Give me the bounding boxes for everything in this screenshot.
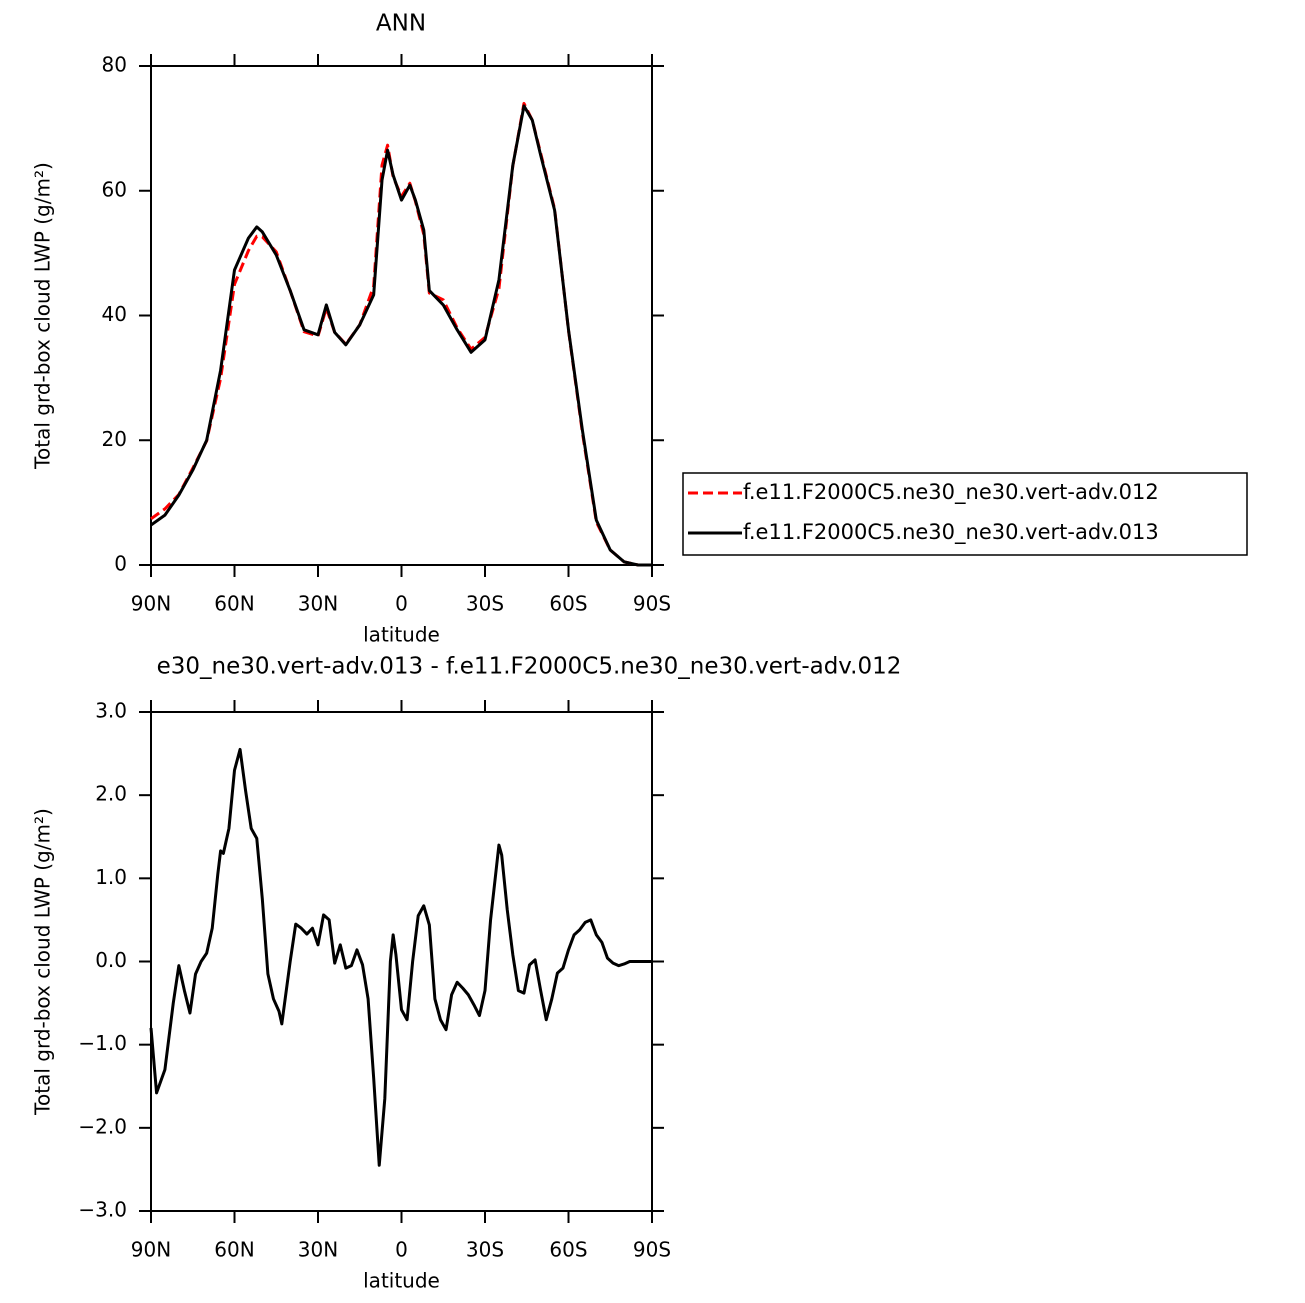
data-line <box>150 104 652 567</box>
x-tick-label: 90S <box>633 592 671 616</box>
x-tick-label: 60N <box>214 1238 254 1262</box>
x-tick-label: 90S <box>633 1238 671 1262</box>
y-axis-label: Total grd-box cloud LWP (g/m²) <box>31 808 55 1116</box>
x-axis-label: latitude <box>363 1269 440 1293</box>
x-tick-label: 30S <box>466 592 504 616</box>
y-tick-label: 0.0 <box>95 948 127 972</box>
x-tick-label: 30N <box>298 1238 338 1262</box>
y-tick-label: 2.0 <box>95 782 127 806</box>
chart-title: e30_ne30.vert-adv.013 - f.e11.F2000C5.ne… <box>157 654 902 680</box>
legend-box <box>682 472 1248 556</box>
data-line <box>149 747 652 1167</box>
y-tick-label: 20 <box>102 427 127 451</box>
x-tick-label: 30N <box>298 592 338 616</box>
legend-label: f.e11.F2000C5.ne30_ne30.vert-adv.012 <box>743 480 1159 505</box>
chart-title: ANN <box>376 11 426 37</box>
x-tick-label: 30S <box>466 1238 504 1262</box>
y-tick-label: 3.0 <box>95 699 127 723</box>
x-tick-label: 90N <box>131 592 171 616</box>
y-tick-label: −2.0 <box>78 1114 127 1138</box>
plot-frame <box>150 65 653 566</box>
x-tick-label: 0 <box>395 1238 408 1262</box>
y-tick-label: −3.0 <box>78 1198 127 1222</box>
y-tick-label: 0 <box>114 552 127 576</box>
y-tick-label: 60 <box>102 177 127 201</box>
y-axis-label: Total grd-box cloud LWP (g/m²) <box>31 162 55 470</box>
legend-label: f.e11.F2000C5.ne30_ne30.vert-adv.013 <box>743 520 1159 545</box>
x-tick-label: 60N <box>214 592 254 616</box>
x-tick-label: 60S <box>549 1238 587 1262</box>
y-tick-label: 1.0 <box>95 865 127 889</box>
y-tick-label: −1.0 <box>78 1031 127 1055</box>
x-tick-label: 60S <box>549 592 587 616</box>
x-axis-label: latitude <box>363 623 440 647</box>
plot-frame <box>150 711 653 1212</box>
x-tick-label: 90N <box>131 1238 171 1262</box>
y-tick-label: 40 <box>102 302 127 326</box>
x-tick-label: 0 <box>395 592 408 616</box>
y-tick-label: 80 <box>102 53 127 77</box>
